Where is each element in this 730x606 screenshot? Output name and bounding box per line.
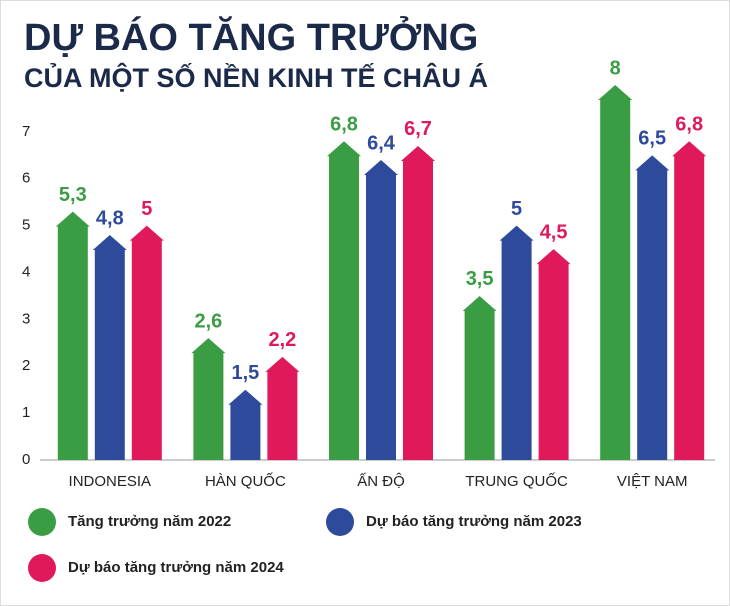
value-label: 5 [511, 198, 522, 220]
bar [635, 155, 670, 460]
bar [672, 141, 707, 460]
bar [536, 249, 571, 460]
value-label: 6,5 [638, 128, 666, 150]
legend-label: Tăng trưởng năm 2022 [68, 513, 231, 530]
value-label: 6,8 [675, 114, 703, 136]
value-label: 2,2 [268, 329, 296, 351]
bar [401, 145, 435, 460]
legend-swatch [28, 554, 56, 582]
bar [55, 211, 90, 460]
y-tick-label: 5 [22, 217, 30, 234]
y-tick-label: 7 [22, 123, 30, 140]
bar [92, 235, 127, 460]
value-label: 3,5 [466, 268, 494, 290]
bar [364, 160, 398, 460]
y-tick-label: 2 [22, 357, 30, 374]
y-tick-label: 4 [22, 263, 30, 280]
x-tick-label: ẤN ĐỘ [357, 473, 405, 490]
legend-label: Dự báo tăng trưởng năm 2023 [366, 513, 582, 530]
value-label: 4,5 [540, 221, 568, 243]
x-tick-label: TRUNG QUỐC [465, 472, 568, 490]
x-tick-label: HÀN QUỐC [205, 472, 286, 490]
bar [462, 295, 497, 460]
value-label: 4,8 [96, 207, 124, 229]
bar [228, 389, 263, 460]
value-label: 6,4 [367, 132, 396, 154]
value-label: 2,6 [194, 310, 222, 332]
value-label: 6,7 [404, 118, 432, 140]
y-tick-label: 1 [22, 404, 30, 421]
bar [265, 356, 300, 460]
chart-title: DỰ BÁO TĂNG TRƯỞNG [24, 15, 478, 59]
legend-swatch [28, 508, 56, 536]
y-tick-label: 3 [22, 310, 30, 327]
y-tick-label: 6 [22, 170, 30, 187]
x-tick-label: INDONESIA [69, 473, 152, 490]
bar [598, 85, 633, 460]
value-label: 5,3 [59, 184, 87, 206]
y-tick-label: 0 [22, 451, 30, 468]
legend-label: Dự báo tăng trưởng năm 2024 [68, 559, 284, 576]
bar [499, 225, 534, 460]
value-label: 1,5 [231, 362, 259, 384]
bar [327, 141, 361, 460]
legend-swatch [326, 508, 354, 536]
x-tick-label: VIỆT NAM [617, 473, 688, 490]
bar [191, 338, 226, 460]
value-label: 8 [610, 57, 621, 79]
bar [129, 225, 164, 460]
value-label: 6,8 [330, 114, 358, 136]
value-label: 5 [141, 198, 152, 220]
chart-subtitle: CỦA MỘT SỐ NỀN KINH TẾ CHÂU Á [24, 61, 488, 93]
